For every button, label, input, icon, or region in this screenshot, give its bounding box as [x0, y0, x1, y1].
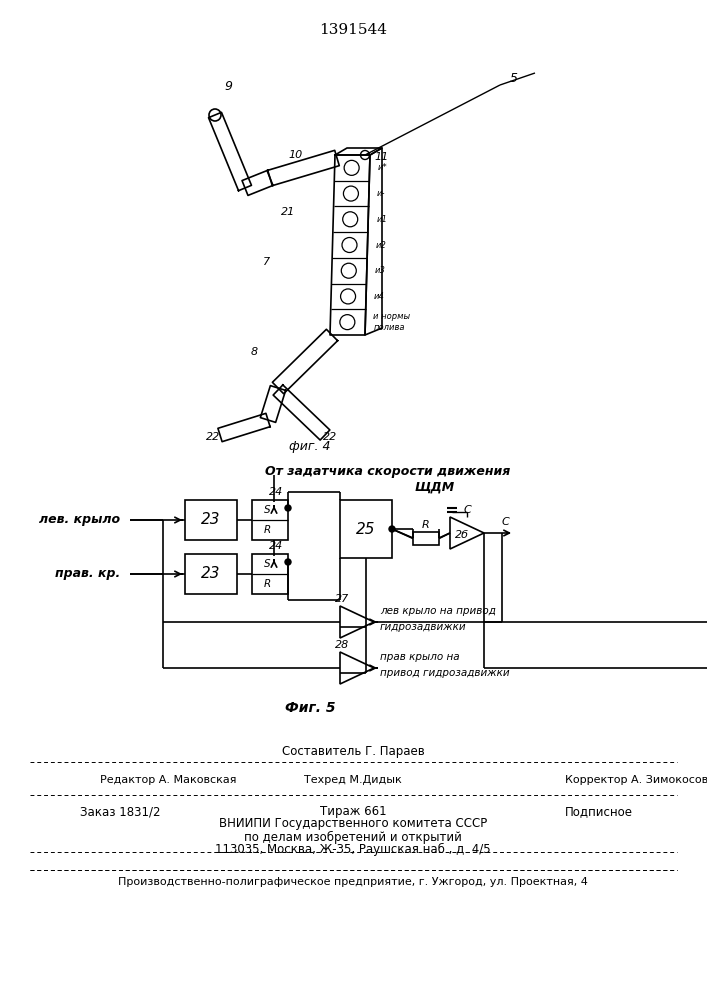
Text: R: R — [264, 525, 271, 535]
Bar — [413, 532, 439, 545]
Text: привод гидрозадвижки: привод гидрозадвижки — [380, 668, 510, 678]
Text: ВНИИПИ Государственного комитета СССР: ВНИИПИ Государственного комитета СССР — [219, 818, 487, 830]
Text: и нормы
полива: и нормы полива — [373, 312, 411, 332]
Text: 22: 22 — [206, 432, 220, 442]
Text: и3: и3 — [375, 266, 385, 275]
Circle shape — [389, 526, 395, 532]
Text: 27: 27 — [335, 594, 349, 604]
Text: 11: 11 — [374, 152, 388, 162]
Text: прав крыло на: прав крыло на — [380, 652, 460, 662]
Text: C: C — [502, 517, 510, 527]
Text: Заказ 1831/2: Заказ 1831/2 — [80, 806, 160, 818]
Text: лев крыло на привод: лев крыло на привод — [380, 606, 496, 616]
Bar — [340, 500, 392, 558]
Bar — [185, 554, 237, 594]
Text: 7: 7 — [263, 257, 270, 267]
Bar — [252, 554, 288, 594]
Text: C: C — [464, 505, 472, 515]
Text: Тираж 661: Тираж 661 — [320, 806, 386, 818]
Text: и1: и1 — [376, 215, 387, 224]
Text: S: S — [264, 505, 270, 515]
Text: 25: 25 — [356, 522, 375, 536]
Text: лев. крыло: лев. крыло — [39, 514, 120, 526]
Text: фиг. 4: фиг. 4 — [289, 440, 331, 453]
Text: 10: 10 — [288, 150, 303, 160]
Text: гидрозадвижки: гидрозадвижки — [380, 622, 467, 632]
Text: и*: и* — [378, 163, 387, 172]
Text: 5: 5 — [510, 72, 518, 85]
Text: 24: 24 — [269, 541, 283, 551]
Text: R: R — [422, 520, 430, 530]
Text: Редактор А. Маковская: Редактор А. Маковская — [100, 775, 237, 785]
Text: ЩДМ: ЩДМ — [415, 481, 455, 494]
Text: 23: 23 — [201, 512, 221, 528]
Text: прав. кр.: прав. кр. — [54, 568, 120, 580]
Text: От задатчика скорости движения: От задатчика скорости движения — [265, 465, 510, 478]
Text: R: R — [264, 579, 271, 589]
Text: 28: 28 — [335, 640, 349, 650]
Text: по делам изобретений и открытий: по делам изобретений и открытий — [244, 830, 462, 844]
Text: Подписное: Подписное — [565, 806, 633, 818]
Text: S: S — [264, 559, 270, 569]
Text: и-: и- — [377, 189, 385, 198]
Text: 8: 8 — [251, 347, 258, 357]
Text: Составитель Г. Параев: Составитель Г. Параев — [281, 746, 424, 758]
Text: 22: 22 — [323, 432, 337, 442]
Text: 21: 21 — [281, 207, 295, 217]
Text: 23: 23 — [201, 566, 221, 582]
Bar — [252, 500, 288, 540]
Circle shape — [285, 505, 291, 511]
Circle shape — [285, 559, 291, 565]
Text: и4: и4 — [374, 292, 385, 301]
Text: 2б: 2б — [455, 530, 469, 540]
Text: 9: 9 — [224, 80, 232, 93]
Text: 24: 24 — [269, 487, 283, 497]
Text: Корректор А. Зимокосов: Корректор А. Зимокосов — [565, 775, 707, 785]
Text: 1391544: 1391544 — [319, 23, 387, 37]
Text: Производственно-полиграфическое предприятие, г. Ужгород, ул. Проектная, 4: Производственно-полиграфическое предприя… — [118, 877, 588, 887]
Text: 113035, Москва, Ж-35, Раушская наб., д. 4/5: 113035, Москва, Ж-35, Раушская наб., д. … — [215, 842, 491, 856]
Text: и2: и2 — [375, 240, 386, 249]
Text: Фиг. 5: Фиг. 5 — [285, 701, 335, 715]
Bar — [185, 500, 237, 540]
Text: Техред М.Дидык: Техред М.Дидык — [304, 775, 402, 785]
